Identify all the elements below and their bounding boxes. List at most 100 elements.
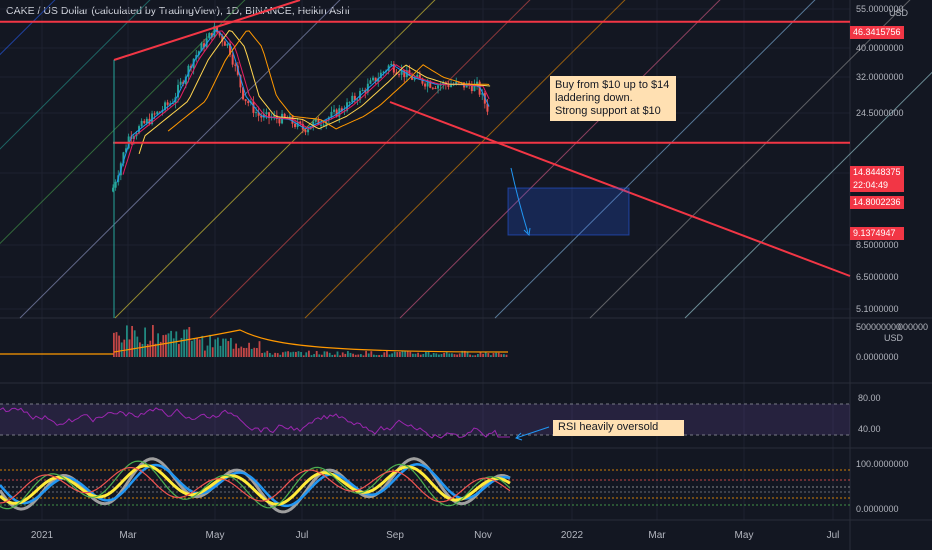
price-tick-label: 24.5000000 (856, 108, 904, 118)
candle-body (424, 83, 427, 87)
volume-bar (425, 351, 427, 357)
volume-bar (250, 348, 253, 357)
volume-bar (115, 332, 118, 357)
volume-bar (404, 350, 406, 357)
volume-bar (464, 350, 466, 357)
candle-body (481, 93, 484, 95)
chart-title: CAKE / US Dollar (calculated by TradingV… (6, 5, 350, 17)
volume-bar (258, 341, 261, 357)
candle-body (114, 181, 117, 188)
volume-bar (365, 350, 367, 357)
candle-body (392, 63, 395, 73)
candle-body (307, 129, 310, 133)
volume-bar (318, 354, 321, 357)
volume-bar (422, 353, 425, 357)
candle-body (171, 103, 174, 105)
rsi-annotation[interactable]: RSI heavily oversold (553, 420, 684, 436)
volume-bar (188, 327, 191, 357)
volume-bar (300, 352, 302, 357)
volume-bar (339, 355, 341, 357)
volume-bar (198, 339, 201, 357)
volume-bar (432, 352, 435, 357)
candle-body (122, 152, 125, 164)
candle-body (473, 83, 476, 92)
volume-bar (326, 351, 328, 357)
volume-bar (484, 352, 487, 357)
volume-bar (419, 354, 422, 357)
projection-box (507, 187, 630, 236)
rsi-pane (0, 403, 850, 441)
price-tick-label: 8.5000000 (856, 240, 899, 250)
volume-bar (435, 353, 438, 357)
volume-bar (196, 337, 198, 357)
candle-body (221, 35, 224, 42)
volume-bar (399, 351, 401, 357)
buy-annotation[interactable]: Buy from $10 up to $14 laddering down. S… (550, 76, 676, 121)
time-tick-label: 2022 (561, 530, 584, 541)
oscillator-line (0, 467, 511, 504)
rsi-arrowhead (515, 432, 523, 441)
volume-bar (172, 338, 175, 357)
volume-bar (224, 338, 227, 357)
time-tick-label: May (206, 530, 225, 541)
volume-bar (240, 346, 243, 357)
volume-tick-label-partial: 000000 (898, 322, 928, 332)
volume-bar (427, 351, 430, 357)
candle-body (252, 101, 255, 113)
volume-bar (144, 327, 146, 357)
volume-bar (362, 355, 365, 357)
volume-bar (393, 351, 396, 357)
volume-tick-label: 0.0000000 (856, 352, 899, 362)
volume-bar (222, 338, 224, 357)
price-tick-label: 6.5000000 (856, 272, 899, 282)
volume-bar (505, 354, 508, 357)
candle-body (374, 77, 377, 82)
volume-bar (383, 352, 386, 357)
time-tick-label: 2021 (31, 530, 54, 541)
channel-line (0, 0, 151, 150)
candle-body (361, 89, 364, 91)
volume-bar (274, 352, 276, 357)
volume-bar (378, 355, 380, 357)
volume-bar (310, 355, 313, 357)
price-tick-label: 32.0000000 (856, 72, 904, 82)
volume-bar (120, 342, 123, 357)
volume-bar (334, 354, 336, 357)
candle-body (184, 76, 187, 85)
candle-body (379, 72, 382, 79)
candle-body (203, 43, 206, 48)
channel-line (494, 0, 816, 319)
candle-body (348, 102, 351, 104)
candle-body (223, 41, 226, 46)
candle-body (257, 112, 260, 116)
time-tick-label: Mar (648, 530, 666, 541)
volume-bar (261, 352, 263, 357)
price-tick-label: 40.0000000 (856, 43, 904, 53)
candle-body (239, 74, 242, 88)
channel-line (0, 0, 56, 56)
volume-bar (201, 335, 204, 357)
candle-body (291, 116, 294, 124)
rsi-line (0, 407, 510, 439)
volume-bar (490, 355, 492, 357)
volume-bar (380, 354, 383, 357)
volume-bar (360, 354, 362, 357)
volume-bar (386, 350, 388, 357)
candle-body (330, 111, 333, 118)
candle-body (216, 25, 219, 33)
candle-body (247, 101, 250, 103)
volume-bar (373, 354, 375, 357)
volume-bar (131, 325, 133, 357)
candle-body (299, 121, 302, 124)
volume-bar (388, 354, 391, 357)
volume-bar (412, 353, 414, 357)
volume-bar (487, 353, 490, 357)
oscillator-line (0, 463, 511, 508)
volume-bar (126, 325, 128, 357)
candle-body (356, 99, 359, 101)
candle-body (442, 82, 445, 85)
volume-bar (321, 354, 323, 357)
channel-line (209, 0, 531, 319)
candle-body (314, 119, 317, 122)
